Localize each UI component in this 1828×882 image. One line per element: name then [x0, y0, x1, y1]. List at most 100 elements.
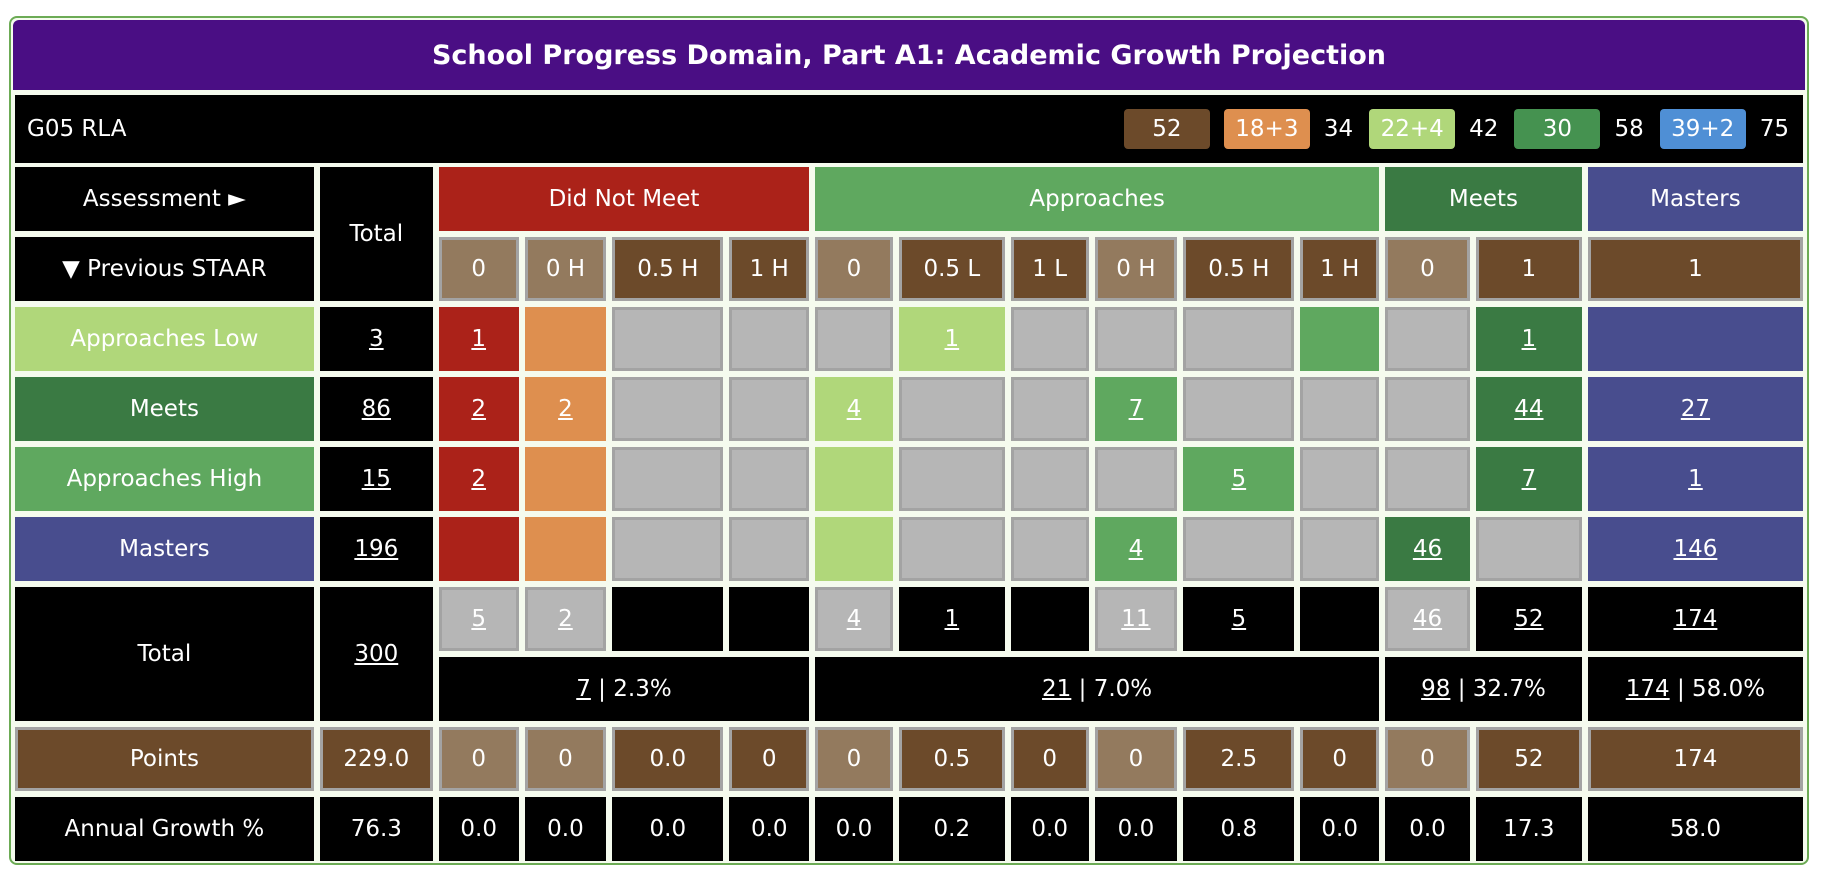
- group-percent: | 2.3%: [590, 676, 672, 702]
- count-cell-link[interactable]: 2: [471, 396, 487, 422]
- total-count-cell: [729, 587, 810, 651]
- table-row: Approaches Low 3 1 1 1: [15, 307, 1803, 371]
- count-cell: [898, 377, 1005, 441]
- summary-badge: 30: [1514, 109, 1601, 149]
- points-cell: 0.0: [612, 727, 724, 791]
- count-cell: [1385, 377, 1470, 441]
- count-cell: 4: [1094, 517, 1178, 581]
- row-total-link[interactable]: 196: [354, 536, 399, 562]
- count-cell: [729, 517, 810, 581]
- group-count-link[interactable]: 21: [1042, 676, 1072, 702]
- total-count-cell-link[interactable]: 11: [1121, 606, 1151, 632]
- count-cell: 5: [1183, 447, 1295, 511]
- count-cell-link[interactable]: 5: [1231, 466, 1247, 492]
- points-row: Points 229.0 0 0 0.0 0 0 0.5 0 0 2.5 0 0 52 174: [15, 727, 1803, 791]
- total-count-cell-link[interactable]: 4: [846, 606, 862, 632]
- group-total-cell: 174 | 58.0%: [1587, 657, 1803, 721]
- subheader-cell: 0.5 L: [898, 237, 1005, 301]
- row-total-link[interactable]: 15: [361, 466, 391, 492]
- count-cell-link[interactable]: 44: [1514, 396, 1544, 422]
- points-cell: 0: [1385, 727, 1470, 791]
- total-count-cell-link[interactable]: 52: [1514, 606, 1544, 632]
- count-cell: [1010, 307, 1089, 371]
- count-cell: [1300, 447, 1380, 511]
- growth-cell: 0.8: [1183, 797, 1295, 861]
- total-count-cell-link[interactable]: 174: [1673, 606, 1718, 632]
- count-cell-link[interactable]: 7: [1521, 466, 1537, 492]
- row-total: 3: [319, 307, 433, 371]
- subheader-cell: 0.5 H: [1183, 237, 1295, 301]
- count-cell: 7: [1475, 447, 1582, 511]
- summary-badge: 52: [1123, 109, 1210, 149]
- info-bar: G05 RLA 52 18+3 34 22+4 42 30 58 39+2 75: [15, 95, 1803, 163]
- count-cell: 1: [438, 307, 519, 371]
- count-cell: [1385, 307, 1470, 371]
- total-count-cell: 11: [1094, 587, 1178, 651]
- total-count-cell-link[interactable]: 1: [944, 606, 960, 632]
- count-cell-link[interactable]: 27: [1680, 396, 1711, 422]
- count-cell-link[interactable]: 4: [1128, 536, 1144, 562]
- subheader-cell: 0 H: [524, 237, 607, 301]
- group-count-link[interactable]: 7: [576, 676, 591, 702]
- count-cell: 44: [1475, 377, 1582, 441]
- summary-value: 34: [1323, 116, 1354, 142]
- count-cell: 4: [815, 377, 893, 441]
- count-cell-link[interactable]: 1: [1521, 326, 1537, 352]
- total-count-cell: 1: [898, 587, 1005, 651]
- row-label: Meets: [15, 377, 314, 441]
- summary-value: 42: [1469, 116, 1499, 142]
- total-count-cell-link[interactable]: 5: [1231, 606, 1247, 632]
- count-cell-link[interactable]: 1: [1688, 466, 1703, 492]
- points-cell: 0: [1300, 727, 1380, 791]
- total-count-cell-link[interactable]: 2: [558, 606, 573, 632]
- total-count-cell-link[interactable]: 5: [471, 606, 487, 632]
- count-cell: [1183, 307, 1295, 371]
- growth-cell: 0.0: [1300, 797, 1380, 861]
- count-cell: [524, 307, 607, 371]
- totals-label: Total: [15, 587, 314, 721]
- points-total: 229.0: [319, 727, 433, 791]
- count-cell: 2: [438, 447, 519, 511]
- count-cell: 1: [1475, 307, 1582, 371]
- count-cell: [1587, 307, 1803, 371]
- total-count-cell: 5: [438, 587, 519, 651]
- growth-cell: 0.0: [612, 797, 724, 861]
- total-count-cell: 174: [1587, 587, 1803, 651]
- count-cell-link[interactable]: 1: [471, 326, 487, 352]
- group-percent: | 58.0%: [1669, 676, 1766, 702]
- row-total: 86: [319, 377, 433, 441]
- group-header-meets: Meets: [1385, 167, 1582, 231]
- count-cell-link[interactable]: 7: [1128, 396, 1144, 422]
- group-totals-row: 7 | 2.3% 21 | 7.0% 98 | 32.7% 174 | 58.0%: [15, 657, 1803, 721]
- count-cell: [612, 517, 724, 581]
- group-count-link[interactable]: 98: [1421, 676, 1451, 702]
- count-cell: 7: [1094, 377, 1178, 441]
- count-cell: [524, 447, 607, 511]
- count-cell-link[interactable]: 1: [944, 326, 960, 352]
- table-row: Approaches High 15 2 5 7 1: [15, 447, 1803, 511]
- growth-cell: 58.0: [1587, 797, 1803, 861]
- count-cell-link[interactable]: 2: [471, 466, 487, 492]
- count-cell: [1183, 517, 1295, 581]
- summary-badge: 22+4: [1369, 109, 1456, 149]
- group-count-link[interactable]: 174: [1625, 676, 1670, 702]
- points-cell: 0: [1010, 727, 1089, 791]
- growth-cell: 0.0: [815, 797, 893, 861]
- page-title: School Progress Domain, Part A1: Academi…: [13, 20, 1805, 90]
- row-total-link[interactable]: 86: [361, 396, 391, 422]
- total-count-cell-link[interactable]: 46: [1412, 606, 1443, 632]
- count-cell-link[interactable]: 46: [1412, 536, 1443, 562]
- growth-table: Assessment ► Total Did Not Meet Approaches M…: [9, 161, 1809, 867]
- totals-total-link[interactable]: 300: [354, 641, 399, 667]
- count-cell-link[interactable]: 2: [558, 396, 573, 422]
- points-cell: 0: [1094, 727, 1178, 791]
- totals-total: 300: [319, 587, 433, 721]
- count-cell: [1183, 377, 1295, 441]
- row-total-link[interactable]: 3: [368, 326, 384, 352]
- count-cell-link[interactable]: 146: [1673, 536, 1718, 562]
- count-cell-link[interactable]: 4: [846, 396, 862, 422]
- row-total: 15: [319, 447, 433, 511]
- subheader-cell: 1 H: [1300, 237, 1380, 301]
- points-label: Points: [15, 727, 314, 791]
